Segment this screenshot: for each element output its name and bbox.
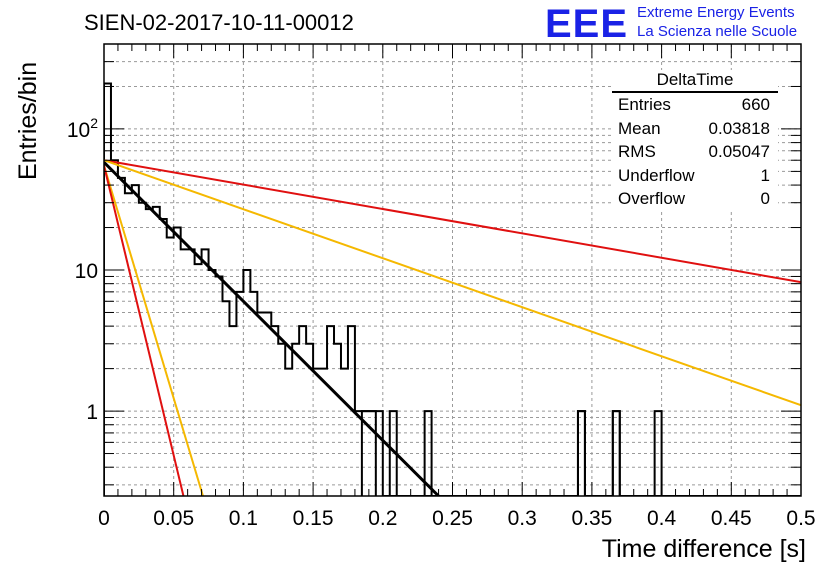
x-tick-label: 0.35 — [571, 507, 612, 530]
x-tick-label: 0.5 — [786, 507, 815, 530]
curve-band_inner_fast — [104, 165, 204, 496]
y-tick-label: 1 — [86, 401, 98, 424]
stats-row-entries: Entries 660 — [612, 93, 778, 117]
x-axis-label: Time difference [s] — [601, 535, 806, 563]
stats-label: RMS — [618, 142, 656, 161]
stats-value: 0.03818 — [708, 118, 770, 138]
x-tick-label: 0 — [98, 507, 110, 530]
y-tick-label-exponent: 2 — [90, 115, 98, 131]
stats-label: Entries — [618, 95, 671, 114]
x-tick-label: 0.2 — [368, 507, 397, 530]
x-tick-label: 0.15 — [293, 507, 334, 530]
stats-label: Overflow — [618, 189, 686, 208]
stats-label: Mean — [618, 118, 661, 138]
logo-subtitle-2: La Scienza nelle Scuole — [637, 23, 798, 40]
eee-logo: EEE — [545, 2, 629, 46]
stats-value: 0.05047 — [708, 142, 770, 161]
stats-name: DeltaTime — [612, 70, 778, 93]
stats-row-underflow: Underflow 1 — [612, 164, 778, 188]
x-tick-label: 0.05 — [153, 507, 194, 530]
histogram-bin — [423, 410, 433, 496]
curve-band_outer_fast — [104, 165, 185, 496]
stats-label: Underflow — [618, 165, 695, 185]
y-axis-label: Entries/bin — [14, 61, 42, 180]
histogram-bin — [611, 410, 621, 496]
x-tick-label: 0.4 — [647, 507, 677, 530]
stats-row-mean: Mean 0.03818 — [612, 117, 778, 141]
y-tick-label: 102 — [67, 115, 98, 142]
histogram-bin — [653, 410, 663, 496]
stats-value: 660 — [741, 95, 770, 114]
x-tick-label: 0.45 — [711, 507, 752, 530]
x-tick-label: 0.3 — [508, 507, 537, 530]
stats-value: 1 — [760, 165, 770, 185]
y-tick-label-base: 10 — [67, 119, 90, 142]
run-title: SIEN-02-2017-10-11-00012 — [84, 10, 354, 35]
stats-value: 0 — [760, 189, 770, 208]
curve-band_inner_slow — [104, 159, 801, 407]
histogram-outline — [104, 82, 801, 496]
histogram-bin — [576, 410, 586, 496]
x-tick-label: 0.25 — [432, 507, 473, 530]
stats-row-rms: RMS 0.05047 — [612, 140, 778, 164]
histogram-bin — [360, 410, 377, 496]
logo-subtitle-1: Extreme Energy Events — [637, 4, 795, 21]
stats-row-overflow: Overflow 0 — [612, 187, 778, 211]
x-tick-label: 0.1 — [229, 507, 258, 530]
y-tick-label: 10 — [75, 260, 98, 283]
stats-box: DeltaTime Entries 660 Mean 0.03818 RMS 0… — [612, 70, 778, 211]
curve-fit — [104, 161, 440, 496]
curve-band_outer_slow — [104, 159, 801, 284]
